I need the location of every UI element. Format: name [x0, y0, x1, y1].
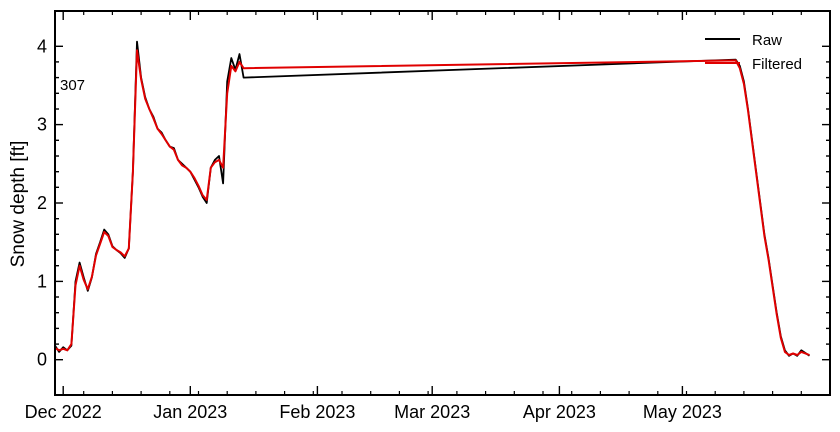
- x-tick-label: May 2023: [643, 402, 722, 422]
- x-tick-label: Feb 2023: [279, 402, 355, 422]
- y-tick-label: 4: [37, 36, 47, 56]
- annotation-label: 307: [60, 77, 85, 94]
- y-tick-label: 2: [37, 193, 47, 213]
- x-tick-label: Mar 2023: [394, 402, 470, 422]
- legend-filtered-label: Filtered: [752, 56, 802, 73]
- y-tick-label: 1: [37, 271, 47, 291]
- y-tick-label: 3: [37, 115, 47, 135]
- x-tick-label: Dec 2022: [25, 402, 102, 422]
- legend: Raw Filtered: [705, 32, 802, 73]
- series-line-filtered: [54, 49, 810, 356]
- series-line-raw: [54, 40, 811, 357]
- x-tick-label: Jan 2023: [153, 402, 227, 422]
- y-axis-label: Snow depth [ft]: [8, 141, 29, 268]
- y-tick-label: 0: [37, 350, 47, 370]
- axes-layer: 0 1 2 3 4 Dec 2022 Jan 2023 Feb 2023 Mar 2023 Apr…: [25, 10, 831, 422]
- x-tick-label: Apr 2023: [523, 402, 596, 422]
- legend-raw-label: Raw: [752, 32, 782, 49]
- series-layer: [54, 40, 811, 357]
- plot-frame: [54, 10, 831, 396]
